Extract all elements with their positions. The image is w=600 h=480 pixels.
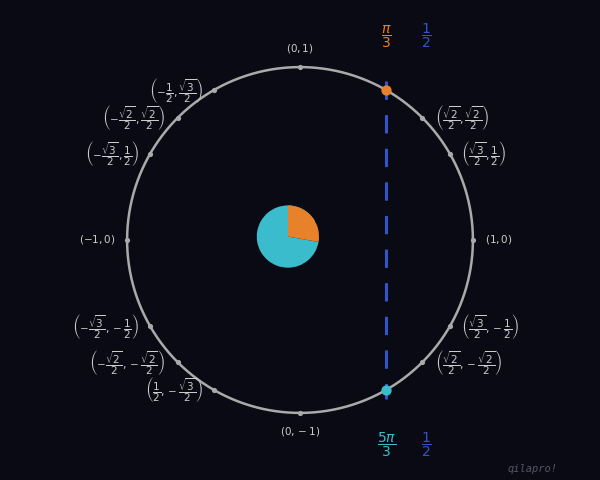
Point bbox=[173, 359, 182, 366]
Text: $\left(-\dfrac{\sqrt{2}}{2}, \dfrac{\sqrt{2}}{2}\right)$: $\left(-\dfrac{\sqrt{2}}{2}, \dfrac{\sqr… bbox=[102, 103, 165, 132]
Point bbox=[418, 359, 427, 366]
Point bbox=[122, 236, 132, 244]
Point bbox=[209, 386, 218, 394]
Text: $(0, 1)$: $(0, 1)$ bbox=[286, 42, 314, 55]
Point bbox=[295, 63, 305, 71]
Text: $\left(\dfrac{\sqrt{3}}{2}, \dfrac{1}{2}\right)$: $\left(\dfrac{\sqrt{3}}{2}, \dfrac{1}{2}… bbox=[461, 139, 506, 168]
Point bbox=[382, 86, 391, 94]
Point bbox=[445, 150, 455, 157]
Text: qilapro!: qilapro! bbox=[507, 464, 557, 474]
Wedge shape bbox=[288, 205, 319, 242]
Point bbox=[445, 323, 455, 330]
Point bbox=[145, 150, 155, 157]
Point bbox=[173, 114, 182, 121]
Point bbox=[382, 386, 391, 394]
Text: $\dfrac{1}{2}$: $\dfrac{1}{2}$ bbox=[421, 430, 432, 458]
Text: $\dfrac{1}{2}$: $\dfrac{1}{2}$ bbox=[421, 22, 432, 50]
Text: $\left(-\dfrac{1}{2}, \dfrac{\sqrt{3}}{2}\right)$: $\left(-\dfrac{1}{2}, \dfrac{\sqrt{3}}{2… bbox=[149, 76, 203, 105]
Point bbox=[382, 86, 391, 94]
Text: $\left(-\dfrac{\sqrt{2}}{2}, -\dfrac{\sqrt{2}}{2}\right)$: $\left(-\dfrac{\sqrt{2}}{2}, -\dfrac{\sq… bbox=[89, 348, 165, 377]
Text: $\left(-\dfrac{\sqrt{3}}{2}, -\dfrac{1}{2}\right)$: $\left(-\dfrac{\sqrt{3}}{2}, -\dfrac{1}{… bbox=[73, 312, 139, 341]
Point bbox=[209, 86, 218, 94]
Point bbox=[382, 386, 391, 394]
Text: $(-1, 0)$: $(-1, 0)$ bbox=[79, 233, 115, 247]
Text: $\dfrac{5\pi}{3}$: $\dfrac{5\pi}{3}$ bbox=[377, 430, 396, 458]
Text: $\left(\dfrac{\sqrt{2}}{2}, \dfrac{\sqrt{2}}{2}\right)$: $\left(\dfrac{\sqrt{2}}{2}, \dfrac{\sqrt… bbox=[435, 103, 490, 132]
Text: $\left(\dfrac{\sqrt{3}}{2}, -\dfrac{1}{2}\right)$: $\left(\dfrac{\sqrt{3}}{2}, -\dfrac{1}{2… bbox=[461, 312, 519, 341]
Text: $\left(\dfrac{1}{2}, -\dfrac{\sqrt{3}}{2}\right)$: $\left(\dfrac{1}{2}, -\dfrac{\sqrt{3}}{2… bbox=[145, 375, 203, 404]
Text: $\left(\dfrac{\sqrt{2}}{2}, -\dfrac{\sqrt{2}}{2}\right)$: $\left(\dfrac{\sqrt{2}}{2}, -\dfrac{\sqr… bbox=[435, 348, 502, 377]
Point bbox=[145, 323, 155, 330]
Text: $\dfrac{\pi}{3}$: $\dfrac{\pi}{3}$ bbox=[381, 24, 392, 50]
Text: $(0, -1)$: $(0, -1)$ bbox=[280, 425, 320, 438]
Text: $(1, 0)$: $(1, 0)$ bbox=[485, 233, 512, 247]
Text: $\left(-\dfrac{\sqrt{3}}{2}, \dfrac{1}{2}\right)$: $\left(-\dfrac{\sqrt{3}}{2}, \dfrac{1}{2… bbox=[85, 139, 139, 168]
Wedge shape bbox=[257, 205, 319, 268]
Point bbox=[418, 114, 427, 121]
Point bbox=[295, 409, 305, 417]
Point bbox=[468, 236, 478, 244]
